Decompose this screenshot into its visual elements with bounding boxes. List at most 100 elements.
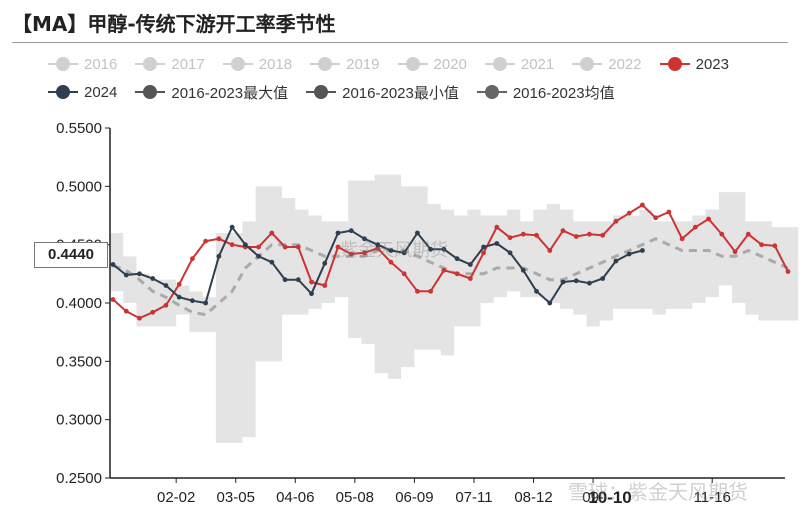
series-point-2023 — [573, 234, 579, 239]
series-point-2024 — [520, 267, 526, 273]
series-point-2023 — [507, 235, 513, 241]
series-point-2023 — [203, 238, 209, 244]
series-point-2024 — [401, 250, 407, 256]
legend-item-2023[interactable]: 2023 — [659, 55, 729, 73]
series-point-2023 — [123, 308, 129, 314]
legend-item-2020[interactable]: 2020 — [397, 55, 467, 73]
series-point-2023 — [706, 216, 711, 222]
series-point-2023 — [467, 276, 473, 281]
legend-item-2017[interactable]: 2017 — [135, 55, 205, 73]
series-point-2024 — [176, 294, 182, 300]
legend-item-2018[interactable]: 2018 — [222, 55, 293, 73]
series-point-2023 — [640, 202, 645, 208]
series-point-2024 — [613, 258, 619, 264]
series-point-2024 — [163, 283, 169, 288]
legend-label: 2018 — [258, 55, 293, 73]
legend-label: 2017 — [171, 55, 205, 73]
legend-marker-icon — [135, 85, 166, 99]
series-point-2024 — [362, 236, 367, 242]
legend-row: 2024 2016-2023最大值 2016-2023最小值 2016-2023均值 — [48, 78, 788, 106]
legend-marker-icon — [476, 85, 507, 99]
series-point-2023 — [401, 271, 407, 277]
series-point-2024 — [282, 277, 288, 283]
legend: 2016 2017 2018 2019 2020 2021 2022 2023 2024 201… — [48, 50, 788, 106]
legend-item-2016[interactable]: 2016 — [48, 56, 117, 73]
series-point-2023 — [653, 215, 659, 221]
series-point-2023 — [719, 231, 725, 237]
crosshair-x-readout: 10-10 — [588, 488, 631, 507]
series-point-2024 — [481, 244, 486, 250]
series-point-2023 — [282, 244, 288, 250]
legend-marker-icon — [222, 57, 253, 71]
y-tick-label: 0.2500 — [56, 470, 102, 487]
series-point-2023 — [295, 244, 301, 250]
series-point-2023 — [362, 250, 367, 256]
legend-item-2021[interactable]: 2021 — [484, 56, 554, 73]
legend-item-2022[interactable]: 2022 — [572, 55, 642, 73]
series-point-2024 — [454, 256, 460, 262]
legend-item-2016-2023最大值[interactable]: 2016-2023最大值 — [135, 82, 288, 103]
legend-marker-icon — [484, 57, 515, 71]
crosshair-y-readout: 0.4440 — [34, 242, 108, 268]
legend-item-2016-2023均值[interactable]: 2016-2023均值 — [476, 82, 615, 103]
x-tick-label: 07-11 — [455, 489, 492, 506]
series-point-2023 — [494, 224, 500, 230]
legend-item-2024[interactable]: 2024 — [48, 84, 117, 101]
series-point-2024 — [229, 224, 235, 230]
y-tick-label: 0.5500 — [56, 120, 102, 137]
series-point-2023 — [520, 231, 526, 237]
legend-label: 2016-2023均值 — [512, 84, 615, 102]
series-point-2024 — [123, 272, 129, 278]
series-point-2023 — [481, 250, 486, 256]
legend-label: 2023 — [695, 55, 729, 73]
legend-label: 2016-2023最大值 — [171, 84, 289, 102]
series-point-2024 — [110, 262, 116, 267]
series-point-2023 — [375, 245, 381, 251]
series-point-2023 — [309, 279, 314, 285]
series-point-2024 — [335, 230, 341, 236]
series-point-2024 — [137, 271, 142, 277]
legend-marker-icon — [572, 57, 603, 71]
series-point-2024 — [600, 276, 606, 281]
series-point-2024 — [348, 228, 354, 234]
series-point-2024 — [242, 242, 248, 248]
series-point-2023 — [190, 256, 195, 262]
series-point-2024 — [203, 300, 209, 306]
x-tick-label: 08-12 — [514, 489, 552, 506]
series-point-2023 — [626, 210, 632, 216]
legend-marker-icon — [306, 85, 337, 99]
series-point-2024 — [375, 242, 381, 248]
legend-label: 2024 — [84, 83, 118, 101]
series-line-2016-2023均值 — [112, 237, 789, 317]
x-tick-label: 09- — [582, 489, 604, 506]
series-point-2024 — [256, 253, 261, 259]
series-point-2023 — [692, 224, 698, 230]
legend-label: 2016 — [84, 55, 118, 73]
legend-label: 2020 — [433, 55, 467, 73]
series-point-2023 — [229, 242, 235, 248]
legend-label: 2019 — [346, 55, 380, 73]
legend-item-2016-2023最小值[interactable]: 2016-2023最小值 — [306, 82, 459, 103]
series-point-2023 — [335, 244, 341, 250]
x-tick-label: 03-05 — [217, 489, 255, 506]
series-point-2023 — [600, 232, 606, 238]
series-point-2023 — [176, 281, 182, 287]
y-tick-label: 0.3500 — [56, 353, 102, 370]
series-point-2024 — [295, 277, 301, 283]
chart-title: 【MA】甲醇-传统下游开工率季节性 — [12, 12, 336, 36]
series-point-2024 — [640, 248, 645, 253]
series-point-2023 — [256, 244, 261, 250]
legend-marker-icon — [48, 57, 78, 71]
series-point-2024 — [269, 259, 275, 265]
title-divider — [12, 42, 788, 43]
min-max-band — [110, 174, 799, 443]
series-point-2023 — [163, 302, 169, 308]
series-point-2023 — [759, 242, 764, 248]
series-point-2023 — [745, 231, 751, 237]
x-tick-label: 04-06 — [276, 489, 314, 506]
legend-item-2019[interactable]: 2019 — [310, 55, 380, 73]
legend-label: 2022 — [608, 55, 642, 73]
series-point-2023 — [560, 228, 566, 234]
series-point-2024 — [190, 298, 195, 304]
